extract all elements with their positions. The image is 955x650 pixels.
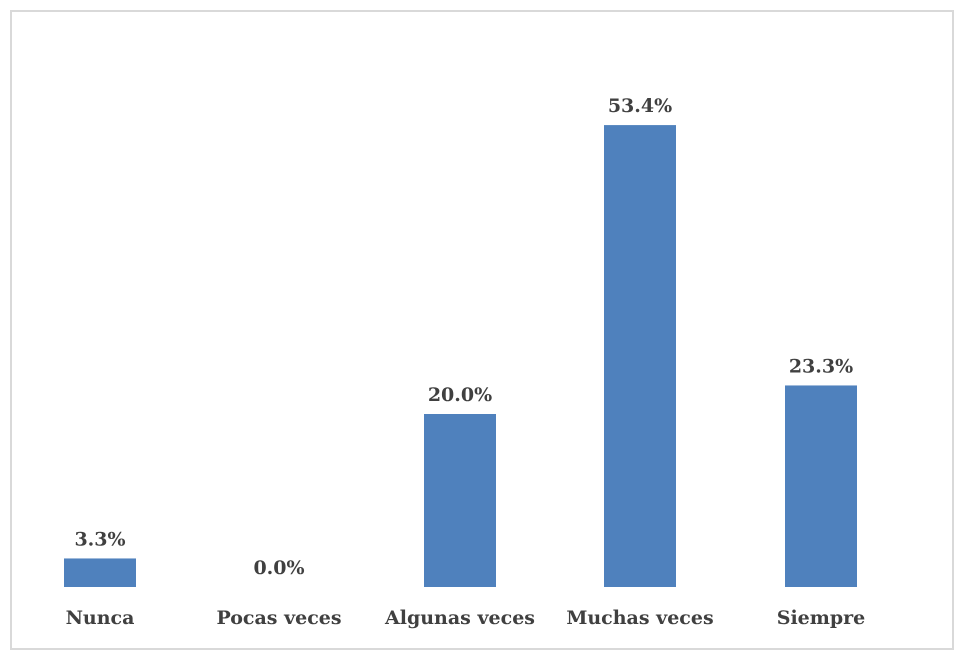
bar-value-label: 23.3% (789, 355, 853, 377)
bar-muchas-veces (604, 125, 676, 587)
bar-siempre (785, 385, 857, 587)
x-tick-label: Muchas veces (566, 607, 713, 629)
bar-chart: 3.3% 0.0% 20.0% 53.4% 23.3% Nunca Pocas veces… (64, 95, 866, 629)
bar-algunas-veces (424, 414, 496, 587)
bar-value-label: 53.4% (608, 95, 672, 117)
bar-value-label: 3.3% (74, 528, 125, 550)
category-labels-layer: Nunca Pocas veces Algunas veces Muchas vece… (66, 607, 866, 629)
value-labels-layer: 3.3% 0.0% 20.0% 53.4% 23.3% (74, 95, 853, 579)
bar-value-label: 0.0% (253, 557, 304, 579)
bar-value-label: 20.0% (428, 384, 492, 406)
x-tick-label: Algunas veces (384, 607, 535, 629)
x-tick-label: Siempre (777, 607, 866, 629)
x-tick-label: Pocas veces (216, 607, 341, 629)
bar-nunca (64, 558, 136, 587)
bars-layer (64, 125, 857, 587)
x-tick-label: Nunca (66, 607, 135, 629)
